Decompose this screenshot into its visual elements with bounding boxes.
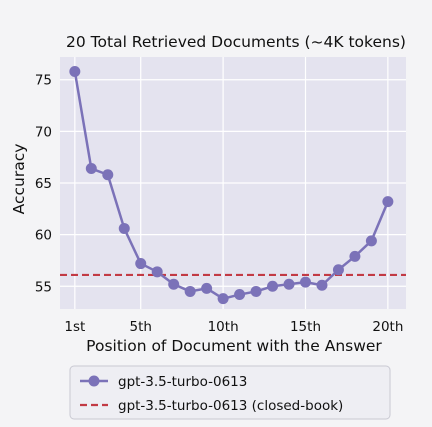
x-tick-label: 5th (130, 319, 152, 335)
y-tick-label: 70 (35, 124, 52, 140)
data-point (217, 293, 229, 305)
data-point (102, 169, 114, 181)
data-point (365, 235, 377, 247)
data-point (382, 196, 394, 208)
data-point (201, 282, 213, 294)
data-point (184, 285, 196, 297)
x-axis-label: Position of Document with the Answer (86, 337, 382, 355)
data-point (267, 280, 279, 292)
data-point (85, 163, 97, 175)
data-point (299, 276, 311, 288)
chart-title: 20 Total Retrieved Documents (~4K tokens… (66, 33, 406, 51)
data-point (118, 222, 130, 234)
legend-swatch-marker (88, 375, 100, 387)
y-tick-label: 60 (35, 228, 52, 244)
data-point (250, 285, 262, 297)
data-point (234, 289, 246, 301)
x-tick-label: 20th (372, 319, 403, 335)
data-point (349, 250, 361, 262)
y-tick-label: 55 (35, 279, 52, 295)
x-tick-label: 1st (64, 319, 85, 335)
y-tick-label: 75 (35, 73, 52, 89)
x-tick-label: 10th (208, 319, 239, 335)
series-gpt-3.5-turbo-0613 (69, 65, 394, 305)
axis-ticks: 55 60 65 70 75 1st 5th 10th 15th 20th (35, 73, 404, 335)
y-axis-label: Accuracy (10, 144, 28, 215)
data-point (332, 264, 344, 276)
data-point (283, 278, 295, 290)
data-point (135, 258, 147, 270)
legend-label-closed-book: gpt-3.5-turbo-0613 (closed-book) (118, 398, 343, 414)
data-point (69, 65, 81, 77)
data-point (316, 279, 328, 291)
x-tick-label: 15th (290, 319, 321, 335)
legend-label-series: gpt-3.5-turbo-0613 (118, 374, 247, 390)
legend: gpt-3.5-turbo-0613 gpt-3.5-turbo-0613 (c… (69, 365, 391, 420)
legend-box (69, 365, 391, 420)
data-point (168, 278, 180, 290)
y-tick-label: 65 (35, 176, 52, 192)
legend-swatch-line (80, 375, 108, 387)
data-point (151, 266, 163, 278)
